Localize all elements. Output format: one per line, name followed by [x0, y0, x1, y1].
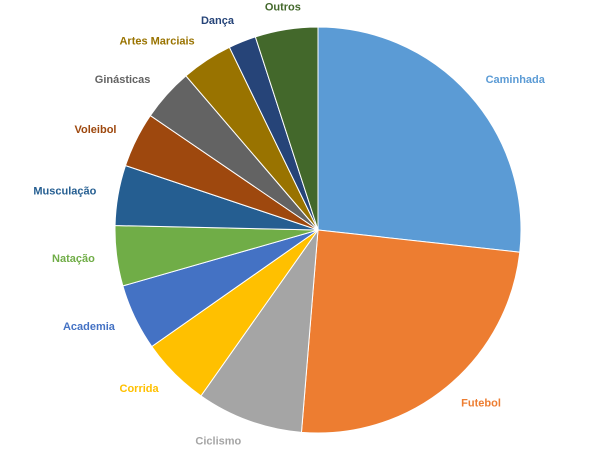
- slice-label: Ginásticas: [95, 74, 151, 86]
- slice-label: Futebol: [461, 397, 501, 409]
- pie-slice: [317, 26, 522, 253]
- slice-label: Outros: [265, 2, 301, 14]
- pie-slice: [300, 229, 521, 434]
- slice-label: Caminhada: [486, 74, 546, 86]
- slice-label: Dança: [201, 15, 235, 27]
- slice-label: Ciclismo: [195, 435, 241, 447]
- slice-label: Musculação: [33, 185, 96, 197]
- pie-slice: [200, 228, 319, 433]
- slice-label: Voleibol: [75, 124, 117, 136]
- slice-label: Corrida: [120, 383, 160, 395]
- slice-label: Academia: [63, 321, 116, 333]
- pie-slice: [254, 26, 319, 231]
- slice-label: Artes Marciais: [119, 36, 194, 48]
- slice-label: Natação: [52, 253, 95, 265]
